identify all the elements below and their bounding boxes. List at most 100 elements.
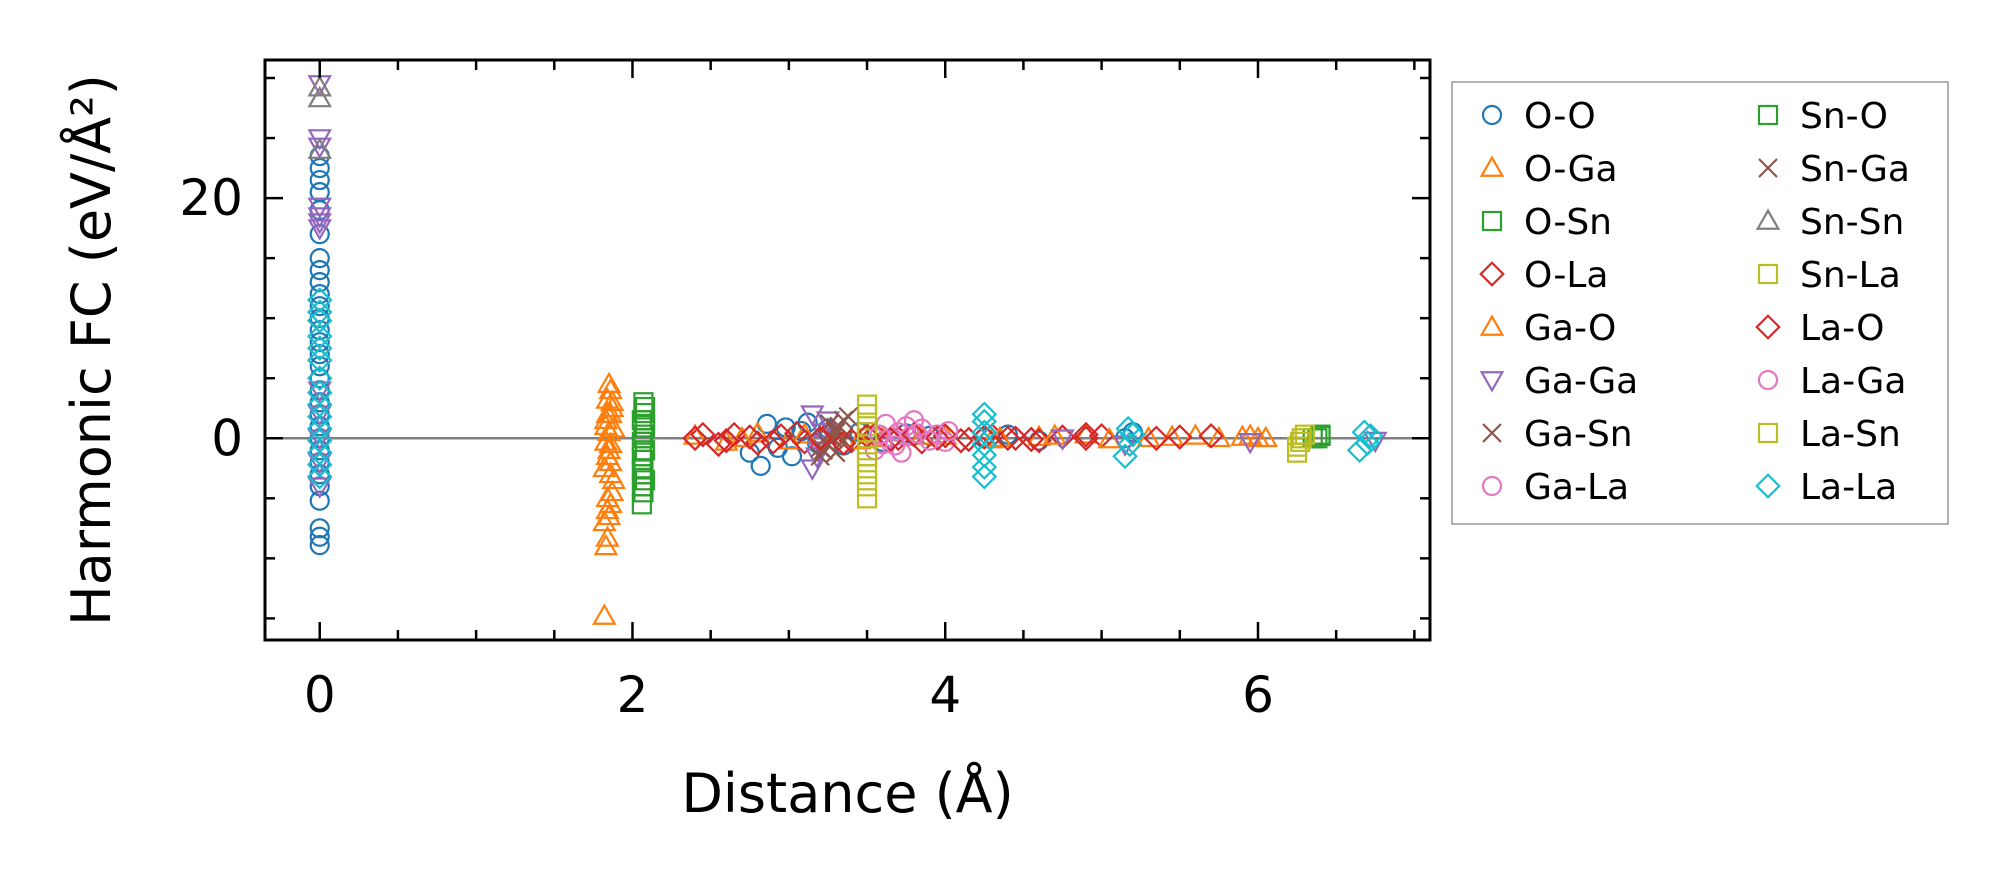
point-La-La (306, 463, 333, 490)
point-La-O (760, 429, 787, 455)
plot-area: 0 2 4 6 0 20 (179, 58, 1432, 724)
legend-label: La-La (1800, 467, 1897, 508)
point-Ga-La (891, 442, 912, 463)
point-Ga-Sn (825, 442, 846, 463)
point-O-Ga (598, 377, 623, 400)
point-La-Ga (885, 435, 906, 456)
plot-frame (263, 58, 1432, 642)
point-O-Ga (601, 416, 626, 438)
point-Sn-La (1290, 431, 1311, 452)
point-La-O (1143, 425, 1170, 452)
point-La-O (948, 427, 974, 454)
series-Sn-Sn (307, 75, 332, 159)
point-Ga-O (1253, 425, 1279, 448)
point-Ga-O (599, 389, 625, 412)
point-La-La (306, 451, 333, 478)
legend-marker-La-Sn (1757, 422, 1779, 444)
point-O-O (309, 368, 330, 389)
point-O-O (309, 320, 330, 341)
point-La-La (971, 419, 998, 446)
point-La-Ga (919, 430, 940, 451)
point-Sn-La (856, 488, 878, 509)
point-Ga-O (595, 485, 620, 508)
point-O-O (309, 526, 330, 547)
point-La-La (306, 323, 333, 349)
legend-marker-Sn-O (1757, 104, 1779, 126)
point-La-O (901, 421, 927, 448)
point-Ga-O (598, 401, 623, 424)
point-O-Ga (598, 449, 623, 472)
point-O-La (1073, 425, 1099, 452)
point-Sn-Ga (833, 430, 854, 451)
point-O-O (309, 248, 330, 269)
point-La-O (877, 426, 904, 453)
point-Ga-Ga (307, 207, 332, 229)
point-Ga-Ga (307, 197, 332, 220)
legend: O-O O-Ga O-Sn O-La Ga-O Ga-Ga Ga-Sn Ga-La Sn-O Sn… (1451, 81, 1949, 525)
y-tick-label: 0 (211, 409, 243, 467)
point-O-Ga (592, 603, 617, 625)
legend-label: O-La (1524, 255, 1608, 296)
point-La-Sn (856, 446, 878, 467)
point-O-O (309, 490, 330, 511)
point-La-La (971, 442, 998, 468)
point-La-O (690, 421, 716, 448)
point-La-La (1346, 437, 1373, 464)
point-La-O (807, 425, 833, 452)
point-La-La (971, 401, 998, 428)
point-La-La (306, 299, 333, 325)
x-tick-label: 6 (1242, 666, 1274, 724)
point-La-O (971, 424, 998, 450)
point-La-La (306, 415, 333, 442)
legend-items: O-O O-Ga O-Sn O-La Ga-O Ga-Ga Ga-Sn Ga-La Sn-O Sn… (1479, 96, 1910, 508)
point-La-La (1351, 419, 1378, 446)
point-O-Sn (631, 476, 652, 497)
point-La-Ga (869, 424, 890, 445)
legend-label: Sn-O (1800, 96, 1888, 137)
legend-marker-O-O (1481, 104, 1503, 126)
point-La-O (736, 424, 763, 450)
point-Sn-La (856, 394, 878, 415)
point-O-O (309, 535, 330, 556)
point-O-La (705, 431, 732, 458)
point-La-La (306, 427, 333, 454)
legend-marker-O-Sn (1481, 210, 1503, 232)
legend-label: Ga-Sn (1524, 414, 1633, 455)
point-Ga-Ga (307, 219, 332, 241)
point-O-Sn (633, 402, 654, 424)
point-Ga-La (935, 431, 956, 452)
point-Sn-O (634, 410, 656, 431)
point-O-Ga (595, 525, 620, 547)
point-O-La (932, 423, 959, 449)
point-O-O (309, 181, 330, 203)
point-Ga-Ga (307, 129, 332, 151)
point-La-La (306, 335, 333, 362)
legend-marker-Sn-La (1757, 263, 1779, 285)
legend-label: Ga-Ga (1524, 361, 1638, 402)
point-O-O (309, 272, 330, 293)
point-La-O (1018, 426, 1045, 453)
point-Sn-Sn (307, 85, 332, 108)
point-O-Sn (634, 396, 656, 418)
legend-label: La-Sn (1800, 414, 1901, 455)
point-La-O (713, 427, 740, 454)
marks-layer (306, 75, 1388, 625)
point-Ga-O (1159, 424, 1185, 446)
point-O-La (1002, 425, 1029, 452)
point-O-O (309, 344, 330, 365)
point-La-La (1120, 421, 1146, 448)
point-La-O (994, 425, 1021, 452)
point-Sn-La (856, 476, 878, 497)
point-O-La (682, 425, 708, 452)
point-O-O (309, 518, 330, 539)
point-Ga-O (595, 497, 620, 520)
point-La-La (306, 379, 333, 406)
point-O-O (309, 296, 330, 317)
point-O-O (309, 157, 330, 179)
x-tick-label: 4 (929, 666, 961, 724)
point-La-La (971, 431, 998, 458)
legend-marker-Ga-Ga (1479, 371, 1505, 393)
point-La-La (306, 391, 333, 418)
legend-label: Sn-Ga (1800, 149, 1910, 190)
point-Ga-O (593, 413, 619, 436)
